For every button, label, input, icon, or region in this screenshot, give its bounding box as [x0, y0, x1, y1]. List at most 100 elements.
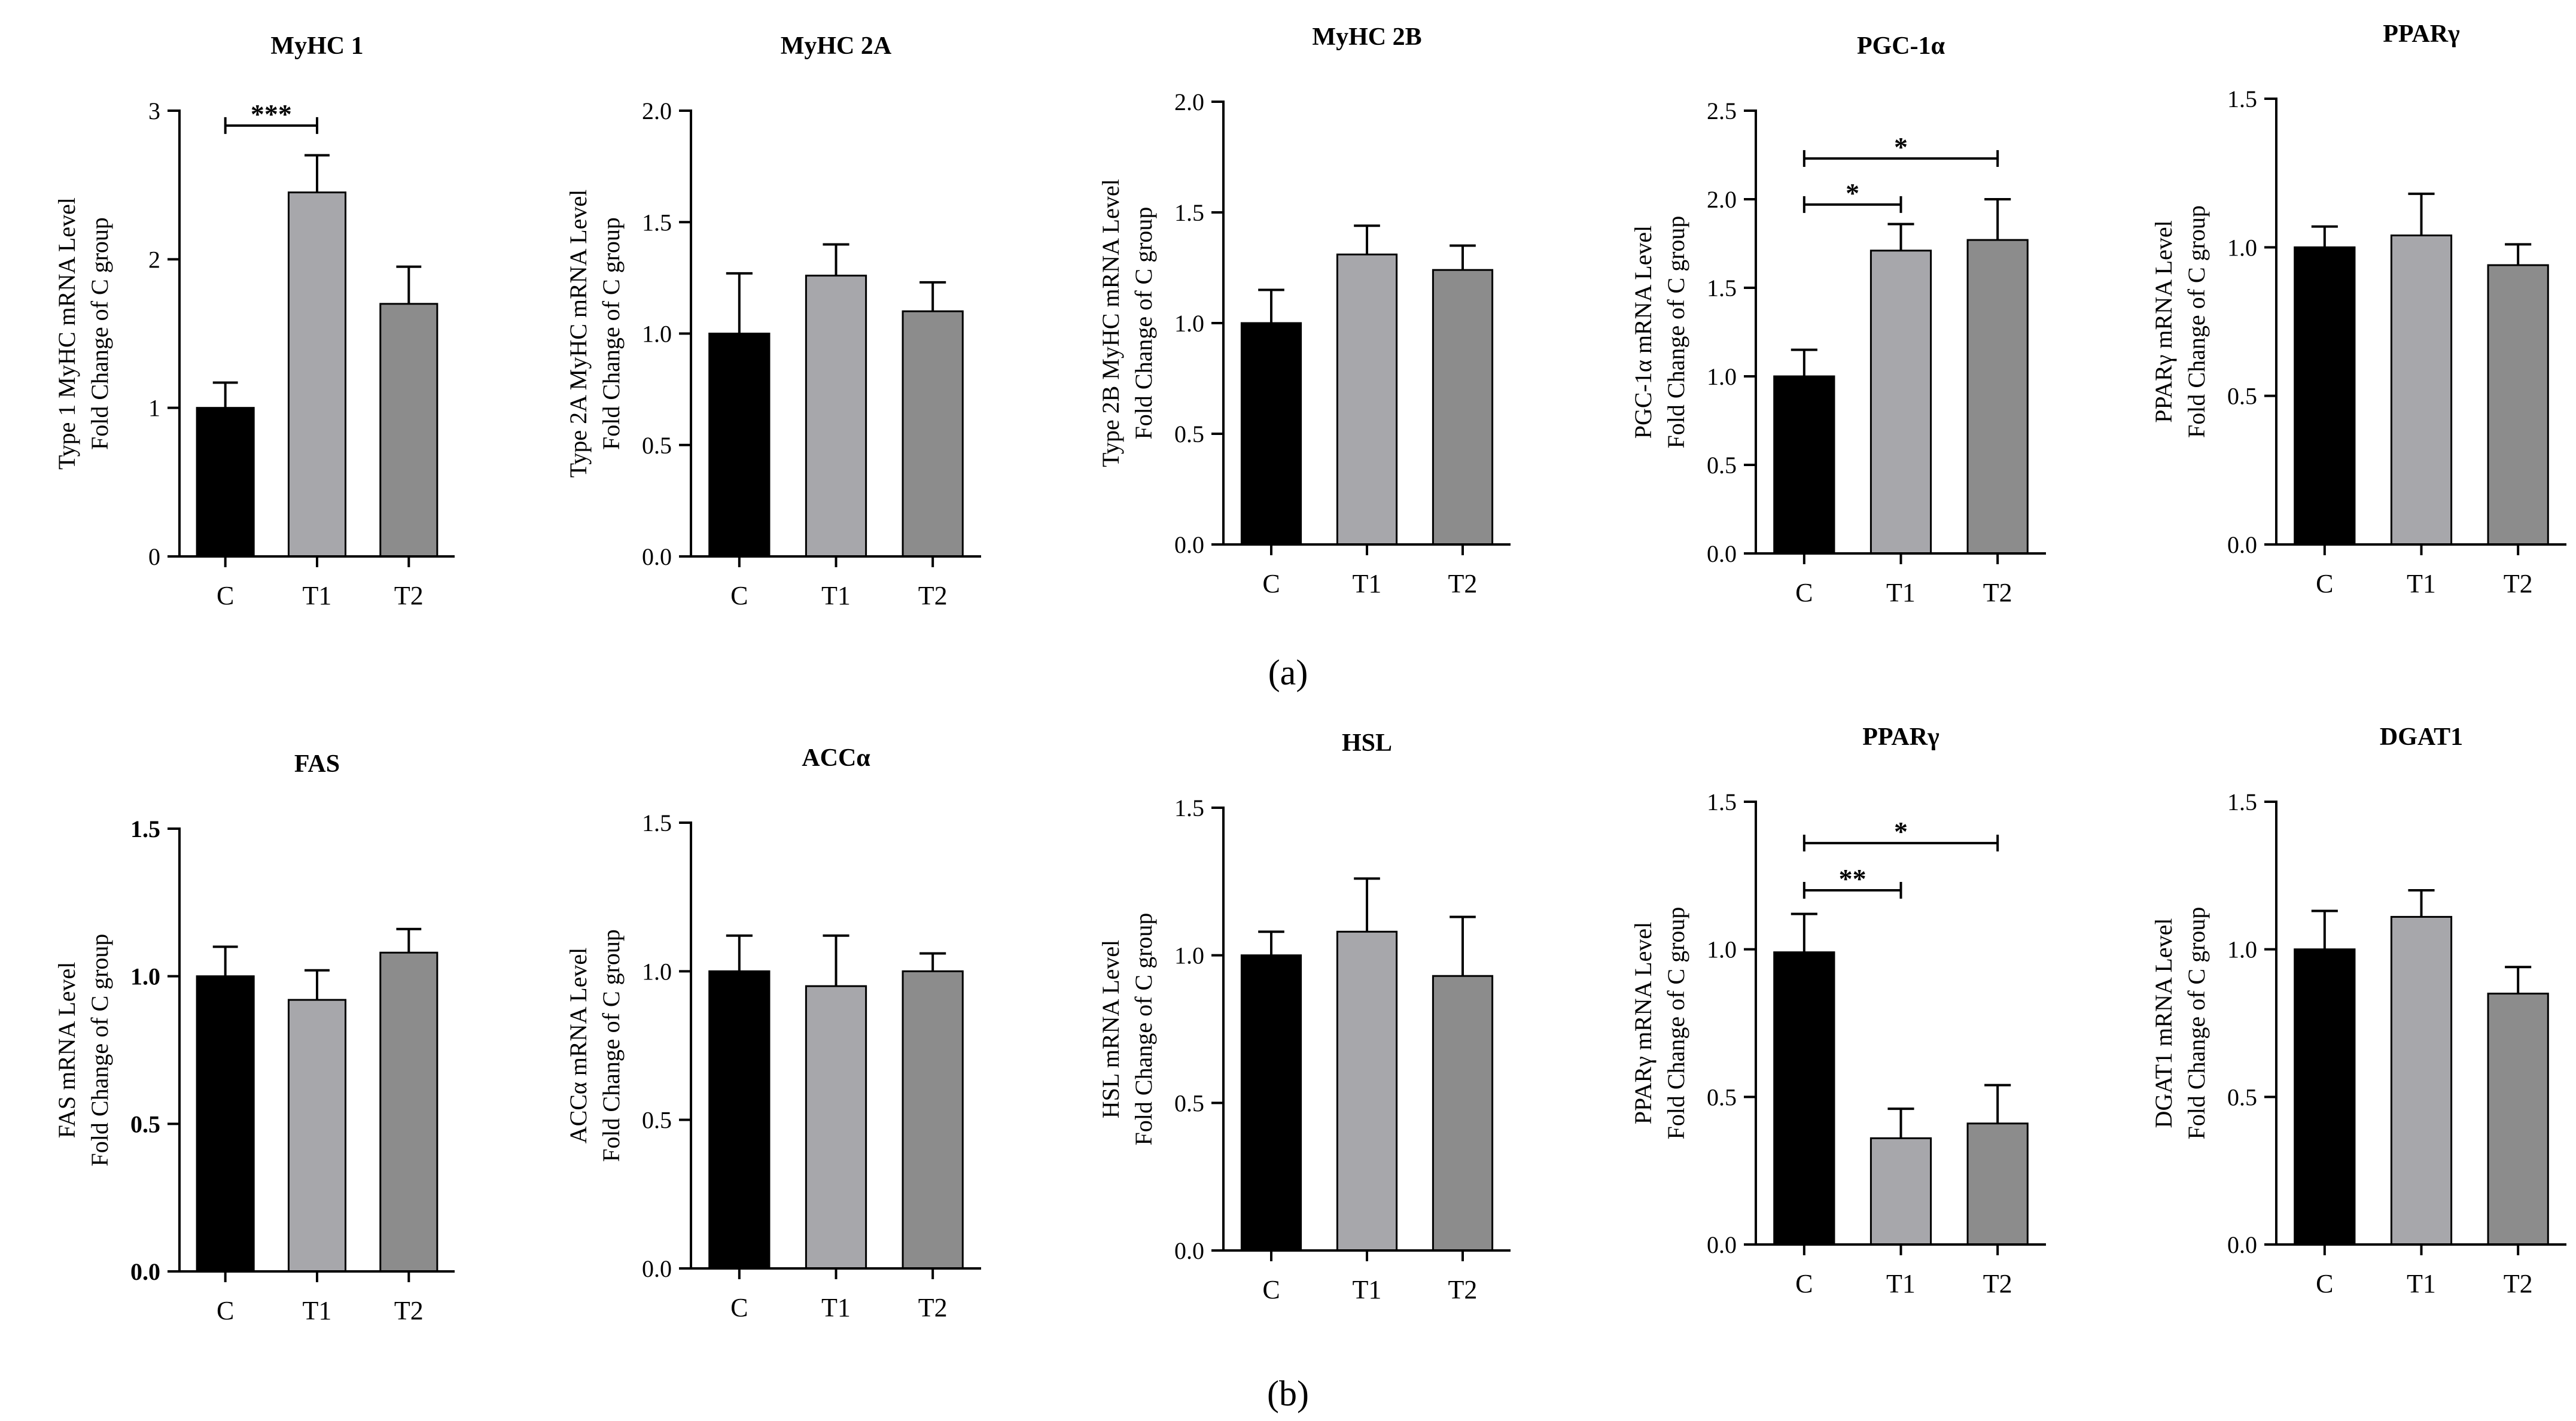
significance-label: * — [1894, 132, 1908, 162]
bar-T1 — [805, 275, 867, 558]
bar-T1 — [1336, 253, 1398, 546]
y-tick-label: 1.5 — [642, 209, 672, 236]
y-axis-label: PPARγ mRNA Level — [1630, 922, 1657, 1124]
chart-4: PGC-1α 0.0 0.5 1.0 1.5 2.0 2.5 C T1 T2 PGC-1α mRNA… — [1630, 32, 2046, 607]
error-bar-T1 — [1354, 224, 1380, 255]
x-tick-label: T1 — [1886, 578, 1916, 607]
y-tick-label: 0 — [148, 543, 160, 570]
y-tick-label: 1.0 — [1174, 942, 1204, 969]
significance-label: * — [1894, 816, 1908, 847]
y-axis-label-2: Fold Change of C group — [1130, 207, 1157, 440]
bar-T2 — [902, 310, 964, 558]
error-bar-T2 — [1450, 915, 1476, 976]
error-bar-C — [1791, 912, 1817, 953]
bar-C — [2294, 948, 2356, 1246]
y-tick-label: 0.0 — [1707, 1231, 1737, 1258]
y-tick-label: 0.0 — [642, 1255, 672, 1282]
error-bar-C — [1791, 348, 1817, 376]
panel-a-label: (a) — [1268, 653, 1308, 692]
chart-title: HSL — [1342, 729, 1392, 757]
x-tick-label: T2 — [1983, 1269, 2012, 1298]
x-tick-label: T1 — [2407, 1269, 2436, 1298]
x-tick-label: T2 — [2504, 1269, 2533, 1298]
bar-T2 — [902, 970, 964, 1270]
y-tick-label: 0.5 — [2227, 1084, 2257, 1110]
y-axis-label: Type 2B MyHC mRNA Level — [1097, 179, 1124, 467]
error-bar-T1 — [2408, 889, 2435, 917]
y-tick-label: 0.5 — [1707, 1084, 1737, 1110]
error-bar-T1 — [823, 243, 849, 276]
error-bar-T2 — [1984, 198, 2011, 241]
chart-3: MyHC 2B 0.0 0.5 1.0 1.5 2.0 C T1 T2 Type 2B MyHC … — [1097, 23, 1511, 598]
chart-7: ACCα 0.0 0.5 1.0 1.5 C T1 T2 ACCα mRNA Level Fold… — [565, 744, 981, 1322]
x-tick-label: C — [2316, 569, 2333, 598]
x-tick-label: T1 — [1353, 1275, 1382, 1304]
y-tick-label: 0.0 — [1174, 1237, 1204, 1264]
error-bar-T1 — [823, 934, 849, 987]
chart-9: PPARγ 0.0 0.5 1.0 1.5 C T1 T2 PPARγ mRNA Level Fo… — [1630, 723, 2046, 1298]
y-axis-label-2: Fold Change of C group — [1130, 913, 1157, 1146]
bar-C — [2294, 246, 2356, 546]
y-tick-label: 2.5 — [1707, 98, 1737, 124]
y-tick-label: 2.0 — [1707, 186, 1737, 213]
y-axis-label-2: Fold Change of C group — [1662, 907, 1689, 1140]
chart-2: MyHC 2A 0.0 0.5 1.0 1.5 2.0 C T1 T2 Type 2A MyHC … — [565, 32, 981, 610]
chart-title: DGAT1 — [2380, 723, 2463, 751]
x-tick-label: T2 — [1983, 578, 2012, 607]
bar-T2 — [379, 303, 439, 558]
error-bar-T2 — [1984, 1084, 2011, 1124]
chart-title: MyHC 2B — [1312, 23, 1421, 51]
y-tick-label: 1.0 — [1174, 310, 1204, 337]
error-bar-C — [2311, 225, 2338, 248]
error-bar-T2 — [1450, 244, 1476, 270]
bar-T1 — [1869, 1137, 1932, 1246]
chart-5: PPARγ 0.0 0.5 1.0 1.5 C T1 T2 PPARγ mRNA Level Fo… — [2150, 20, 2566, 598]
panel-b-label: (b) — [1267, 1374, 1309, 1413]
x-tick-label: T2 — [2504, 569, 2533, 598]
y-tick-label: 1.0 — [2227, 936, 2257, 963]
error-bar-T2 — [919, 281, 946, 312]
y-tick-label: 1.0 — [2227, 234, 2257, 261]
significance-bracket — [1802, 196, 1902, 213]
chart-title: PGC-1α — [1857, 32, 1945, 60]
y-tick-label: 1.0 — [642, 958, 672, 985]
error-bar-T2 — [2505, 243, 2532, 266]
y-tick-label: 1.5 — [1707, 275, 1737, 302]
x-tick-label: T2 — [394, 1296, 424, 1325]
y-tick-label: 3 — [148, 98, 160, 124]
y-axis-label: HSL mRNA Level — [1097, 940, 1124, 1119]
y-tick-label: 1.0 — [642, 321, 672, 348]
bar-C — [196, 975, 255, 1273]
bar-T2 — [1966, 1122, 2029, 1246]
error-bar-T1 — [1887, 1107, 1914, 1139]
y-axis-label: FAS mRNA Level — [53, 962, 80, 1139]
y-tick-label: 1.5 — [1174, 795, 1204, 821]
y-tick-label: 0.5 — [1174, 421, 1204, 448]
x-tick-label: T2 — [1448, 569, 1478, 598]
y-tick-label: 0.0 — [2227, 531, 2257, 558]
chart-10: DGAT1 0.0 0.5 1.0 1.5 C T1 T2 DGAT1 mRNA Level Fo… — [2150, 723, 2566, 1298]
bar-T2 — [2487, 993, 2549, 1246]
bar-T2 — [1432, 269, 1494, 546]
y-axis-label: PPARγ mRNA Level — [2150, 220, 2177, 422]
y-axis-label: PGC-1α mRNA Level — [1630, 226, 1657, 439]
x-tick-label: T2 — [918, 581, 948, 610]
chart-title: PPARγ — [1862, 723, 1939, 751]
bar-T1 — [2390, 234, 2453, 546]
y-tick-label: 1.0 — [130, 963, 160, 990]
error-bar-C — [212, 945, 238, 976]
error-bar-C — [1258, 930, 1284, 956]
x-tick-label: T1 — [303, 581, 332, 610]
chart-6: FAS 0.0 0.5 1.0 1.5 C T1 T2 FAS mRNA Level Fold C… — [53, 750, 455, 1325]
bar-T1 — [2390, 915, 2453, 1246]
x-tick-label: T1 — [1353, 569, 1382, 598]
significance-label: * — [1846, 178, 1859, 208]
x-tick-label: T2 — [1448, 1275, 1478, 1304]
y-axis-label-2: Fold Change of C group — [598, 929, 625, 1162]
error-bar-T1 — [305, 969, 330, 1000]
bar-C — [1773, 375, 1835, 555]
y-tick-label: 0.0 — [642, 543, 672, 570]
bar-T2 — [1966, 239, 2029, 555]
significance-label: ** — [1839, 863, 1866, 894]
y-axis-label-2: Fold Change of C group — [598, 217, 625, 450]
